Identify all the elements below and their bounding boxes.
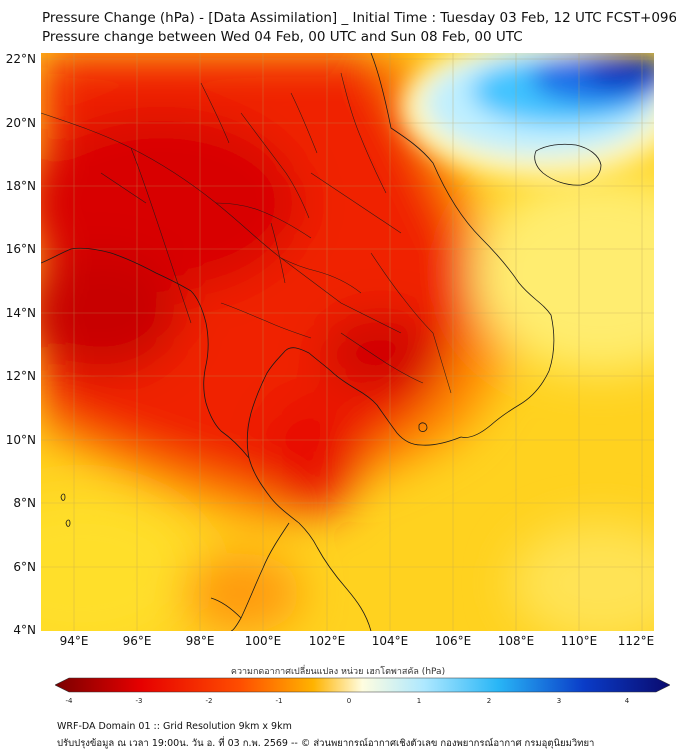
colorbar-title: ความกดอากาศเปลี่ยนแปลง หน่วย เฮกโตพาสคัล… xyxy=(230,667,446,677)
graticule xyxy=(41,53,654,631)
colorbar-label: -4 xyxy=(65,697,73,705)
lon-tick-98: 98°E xyxy=(185,634,215,648)
lat-tick-8: 8°N xyxy=(13,496,36,510)
lon-tick-104: 104°E xyxy=(371,634,409,648)
lon-tick-94: 94°E xyxy=(59,634,89,648)
lat-tick-16: 16°N xyxy=(5,242,36,256)
lat-tick-4: 4°N xyxy=(13,623,36,637)
pressure-change-map xyxy=(41,53,654,631)
lat-tick-20: 20°N xyxy=(5,116,36,130)
lon-tick-100: 100°E xyxy=(244,634,282,648)
colorbar-label: 1 xyxy=(416,697,422,705)
colorbar-label: -1 xyxy=(275,697,283,705)
admin-borders xyxy=(41,72,452,394)
lon-tick-106: 106°E xyxy=(434,634,472,648)
colorbar-label: -3 xyxy=(135,697,143,705)
colorbar-label: 3 xyxy=(556,697,562,705)
lat-tick-10: 10°N xyxy=(5,433,36,447)
coastlines xyxy=(41,53,602,631)
lon-tick-112: 112°E xyxy=(617,634,655,648)
colorbar-label: -2 xyxy=(205,697,213,705)
lat-tick-14: 14°N xyxy=(5,306,36,320)
colorbar-label: 2 xyxy=(486,697,492,705)
lat-tick-22: 22°N xyxy=(5,52,36,66)
lon-tick-108: 108°E xyxy=(497,634,535,648)
footer-update-info: ปรับปรุงข้อมูล ณ เวลา 19:00น. วัน อ. ที่… xyxy=(57,738,595,749)
lon-tick-102: 102°E xyxy=(308,634,346,648)
map-subtitle: Pressure change between Wed 04 Feb, 00 U… xyxy=(42,29,523,45)
footer-model-info: WRF-DA Domain 01 :: Grid Resolution 9km … xyxy=(57,721,292,732)
colorbar xyxy=(55,677,670,693)
lat-tick-12: 12°N xyxy=(5,369,36,383)
lon-tick-110: 110°E xyxy=(560,634,598,648)
lon-tick-96: 96°E xyxy=(122,634,152,648)
colorbar-label: 4 xyxy=(624,697,630,705)
lat-tick-6: 6°N xyxy=(13,560,36,574)
colorbar-label: 0 xyxy=(346,697,352,705)
map-title: Pressure Change (hPa) - [Data Assimilati… xyxy=(42,10,676,26)
lat-tick-18: 18°N xyxy=(5,179,36,193)
